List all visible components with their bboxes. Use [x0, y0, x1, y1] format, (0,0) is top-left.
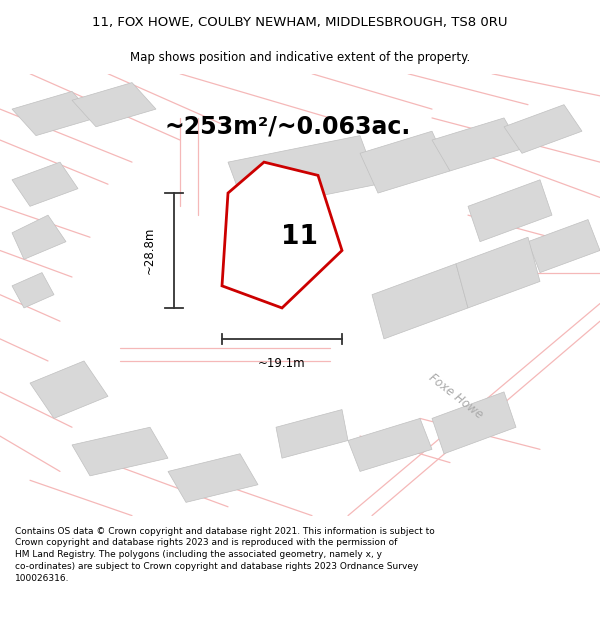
Polygon shape [12, 91, 96, 136]
Text: ~253m²/~0.063ac.: ~253m²/~0.063ac. [165, 115, 411, 139]
Polygon shape [228, 136, 378, 211]
Polygon shape [360, 131, 450, 193]
Polygon shape [432, 392, 516, 454]
Text: 11, FOX HOWE, COULBY NEWHAM, MIDDLESBROUGH, TS8 0RU: 11, FOX HOWE, COULBY NEWHAM, MIDDLESBROU… [92, 16, 508, 29]
Text: Contains OS data © Crown copyright and database right 2021. This information is : Contains OS data © Crown copyright and d… [15, 526, 435, 582]
Polygon shape [12, 162, 78, 206]
Text: 11: 11 [281, 224, 319, 250]
Polygon shape [456, 238, 540, 308]
Polygon shape [504, 104, 582, 153]
Polygon shape [276, 409, 348, 458]
Text: Foxe Howe: Foxe Howe [427, 371, 485, 421]
Polygon shape [222, 162, 342, 308]
Text: ~19.1m: ~19.1m [258, 357, 306, 371]
Polygon shape [432, 118, 522, 171]
Polygon shape [30, 361, 108, 418]
Polygon shape [348, 418, 432, 471]
Polygon shape [468, 180, 552, 242]
Polygon shape [372, 264, 468, 339]
Polygon shape [12, 272, 54, 308]
Polygon shape [168, 454, 258, 503]
Polygon shape [528, 219, 600, 272]
Polygon shape [72, 82, 156, 127]
Text: ~28.8m: ~28.8m [143, 227, 156, 274]
Polygon shape [12, 215, 66, 259]
Polygon shape [72, 428, 168, 476]
Text: Map shows position and indicative extent of the property.: Map shows position and indicative extent… [130, 51, 470, 64]
